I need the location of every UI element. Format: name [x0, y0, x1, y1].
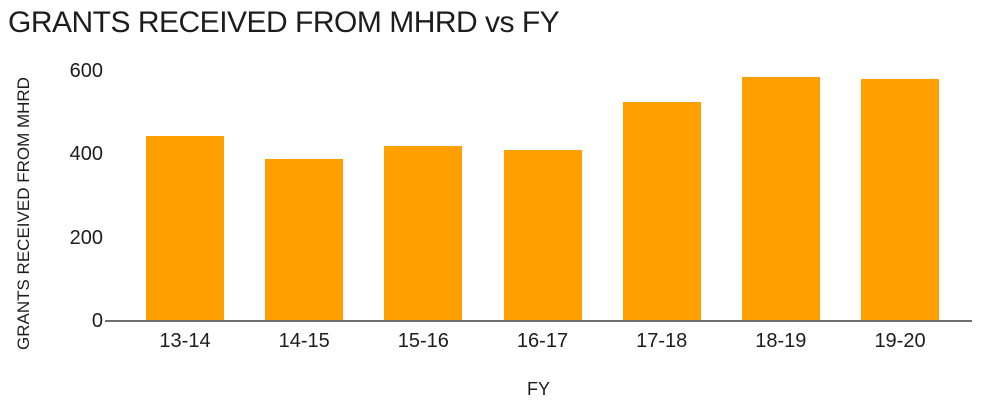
bar[interactable] — [503, 150, 582, 320]
x-tick-label: 18-19 — [755, 330, 807, 352]
bar[interactable] — [622, 102, 701, 320]
x-tick-label: 19-20 — [874, 330, 926, 352]
x-tick-label: 17-18 — [636, 330, 688, 352]
bar[interactable] — [146, 135, 224, 320]
x-tick-label: 15-16 — [397, 330, 449, 352]
y-tick-label: 600 — [69, 60, 103, 82]
bar[interactable] — [861, 79, 940, 320]
x-axis-title: FY — [526, 379, 550, 399]
x-axis-line — [105, 320, 972, 322]
bar[interactable] — [384, 146, 463, 320]
x-tick-label: 13-14 — [159, 330, 211, 352]
bar[interactable] — [741, 77, 820, 320]
chart-title: GRANTS RECEIVED FROM MHRD vs FY — [8, 6, 560, 39]
y-tick-label: 400 — [69, 143, 103, 166]
y-tick-label: 0 — [91, 310, 103, 332]
x-tick-label: 16-17 — [516, 330, 569, 352]
x-tick-label: 14-15 — [278, 330, 330, 352]
y-tick-label: 200 — [69, 226, 103, 249]
bar[interactable] — [265, 158, 344, 320]
